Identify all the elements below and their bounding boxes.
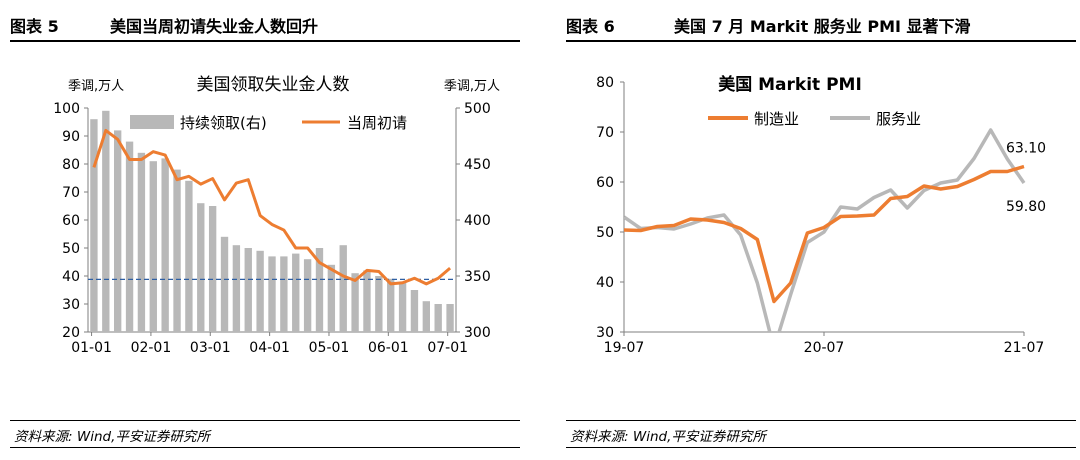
figure-6-panel: 图表 6 美国 7 月 Markit 服务业 PMI 显著下滑 美国 Marki…	[556, 0, 1076, 460]
y-tick-label: 60	[596, 175, 614, 191]
bar-continuing-claims	[339, 245, 347, 332]
left-axis-unit: 季调,万人	[68, 79, 124, 94]
y-tick-label: 40	[596, 275, 614, 291]
figure-6-number: 图表 6	[566, 17, 615, 36]
bar-continuing-claims	[351, 273, 359, 332]
bar-continuing-claims	[220, 236, 229, 332]
y-tick-label: 30	[596, 325, 614, 341]
figure-5-top-rule	[10, 40, 520, 42]
figure-6-source: 资料来源: Wind,平安证券研究所	[570, 429, 766, 445]
bar-continuing-claims	[327, 264, 336, 332]
bar-continuing-claims	[315, 248, 324, 332]
left-tick-label: 60	[62, 213, 80, 229]
y-tick-label: 80	[596, 75, 614, 91]
x-tick-label: 05-01	[309, 340, 350, 356]
line-manufacturing	[623, 164, 1025, 304]
figure-6-title: 美国 7 月 Markit 服务业 PMI 显著下滑	[674, 17, 971, 36]
plot-area: 30 40 50 60 70 80 19-07 20-07 21-07 63.10 59.80	[596, 75, 1046, 356]
x-tick-label: 01-01	[71, 340, 112, 356]
bar-continuing-claims	[387, 278, 395, 332]
bar-continuing-claims	[137, 152, 146, 332]
left-tick-label: 30	[62, 297, 80, 313]
bar-continuing-claims	[90, 119, 98, 332]
figure-6-top-rule	[566, 40, 1076, 42]
bar-continuing-claims	[303, 259, 312, 332]
left-tick-label: 70	[62, 185, 80, 201]
bar-continuing-claims	[256, 250, 264, 332]
legend-label-initial-claims: 当周初请	[347, 114, 407, 132]
annotation-services-last: 59.80	[1006, 199, 1046, 215]
figure-5-header: 图表 5 美国当周初请失业金人数回升	[10, 14, 520, 40]
right-tick-label: 500	[464, 101, 491, 117]
x-tick-label: 06-01	[368, 340, 409, 356]
bar-continuing-claims	[173, 169, 181, 332]
bar-continuing-claims	[244, 248, 252, 332]
legend-swatch-bar	[130, 115, 174, 129]
bar-continuing-claims	[185, 180, 193, 332]
left-tick-label: 50	[62, 241, 80, 257]
bar-continuing-claims	[363, 270, 371, 332]
legend-label-manufacturing: 制造业	[754, 110, 799, 128]
x-tick-label: 19-07	[604, 340, 645, 356]
bar-continuing-claims	[398, 281, 407, 332]
right-axis-unit: 季调,万人	[444, 79, 500, 94]
figure-5-source: 资料来源: Wind,平安证券研究所	[14, 429, 210, 445]
x-tick-label: 07-01	[427, 340, 468, 356]
legend-label-services: 服务业	[876, 110, 921, 128]
bar-continuing-claims	[232, 245, 241, 332]
x-tick-label: 21-07	[1004, 340, 1045, 356]
x-tick-label: 04-01	[249, 340, 290, 356]
bar-continuing-claims	[208, 206, 217, 332]
right-tick-label: 450	[464, 157, 491, 173]
y-tick-label: 70	[596, 125, 614, 141]
bar-continuing-claims	[268, 256, 276, 332]
x-tick-label: 03-01	[190, 340, 231, 356]
chart-unemployment-claims: 美国领取失业金人数 季调,万人 季调,万人 20 30 40 50 60 70 80 90 10…	[53, 75, 500, 356]
chart-title: 美国领取失业金人数	[197, 75, 350, 95]
bar-continuing-claims	[292, 253, 300, 332]
chart-markit-pmi: 美国 Markit PMI 30 40 50 60 70 80 19-07 20-07 21-0…	[596, 74, 1046, 356]
legend: 制造业 服务业	[708, 110, 921, 128]
y-tick-label: 50	[596, 225, 614, 241]
figure-6-header: 图表 6 美国 7 月 Markit 服务业 PMI 显著下滑	[566, 14, 1076, 40]
x-tick-label: 02-01	[131, 340, 172, 356]
bar-continuing-claims	[280, 256, 288, 332]
left-tick-label: 90	[62, 129, 80, 145]
right-tick-label: 350	[464, 269, 491, 285]
bar-continuing-claims	[197, 203, 205, 332]
line-services	[624, 128, 1026, 332]
right-tick-label: 400	[464, 213, 491, 229]
bar-continuing-claims	[446, 304, 454, 332]
legend: 持续领取(右) 当周初请	[130, 114, 407, 132]
annotation-manufacturing-last: 63.10	[1006, 141, 1046, 157]
bar-continuing-claims	[422, 301, 431, 332]
bar-continuing-claims	[161, 158, 169, 332]
bar-continuing-claims	[125, 141, 134, 332]
chart-title: 美国 Markit PMI	[718, 74, 862, 95]
bar-continuing-claims	[410, 290, 419, 332]
figure-5-title: 美国当周初请失业金人数回升	[110, 17, 319, 36]
plot-area: 20 30 40 50 60 70 80 90 100 300 350 400 450 500 01-01 0…	[53, 101, 490, 356]
x-tick-label: 20-07	[804, 340, 845, 356]
bar-continuing-claims	[149, 161, 157, 332]
figure-6-bottom-rule	[566, 447, 1076, 448]
figure-5-panel: 图表 5 美国当周初请失业金人数回升 美国领取失业金人数 季调,万人 季调,万人…	[0, 0, 520, 460]
figure-5-number: 图表 5	[10, 17, 59, 36]
figure-5-bottom-rule	[10, 447, 520, 448]
bar-continuing-claims	[434, 304, 442, 332]
left-tick-label: 80	[62, 157, 80, 173]
bar-continuing-claims	[113, 130, 122, 332]
left-tick-label: 100	[53, 101, 80, 117]
legend-label-continuing-claims: 持续领取(右)	[180, 114, 267, 132]
figure-6-source-rule	[566, 420, 1076, 421]
right-tick-label: 300	[464, 325, 491, 341]
line-initial-claims	[92, 128, 452, 286]
left-tick-label: 20	[62, 325, 80, 341]
bar-continuing-claims	[102, 110, 110, 332]
bar-continuing-claims	[375, 276, 383, 332]
left-tick-label: 40	[62, 269, 80, 285]
figure-5-source-rule	[10, 420, 520, 421]
